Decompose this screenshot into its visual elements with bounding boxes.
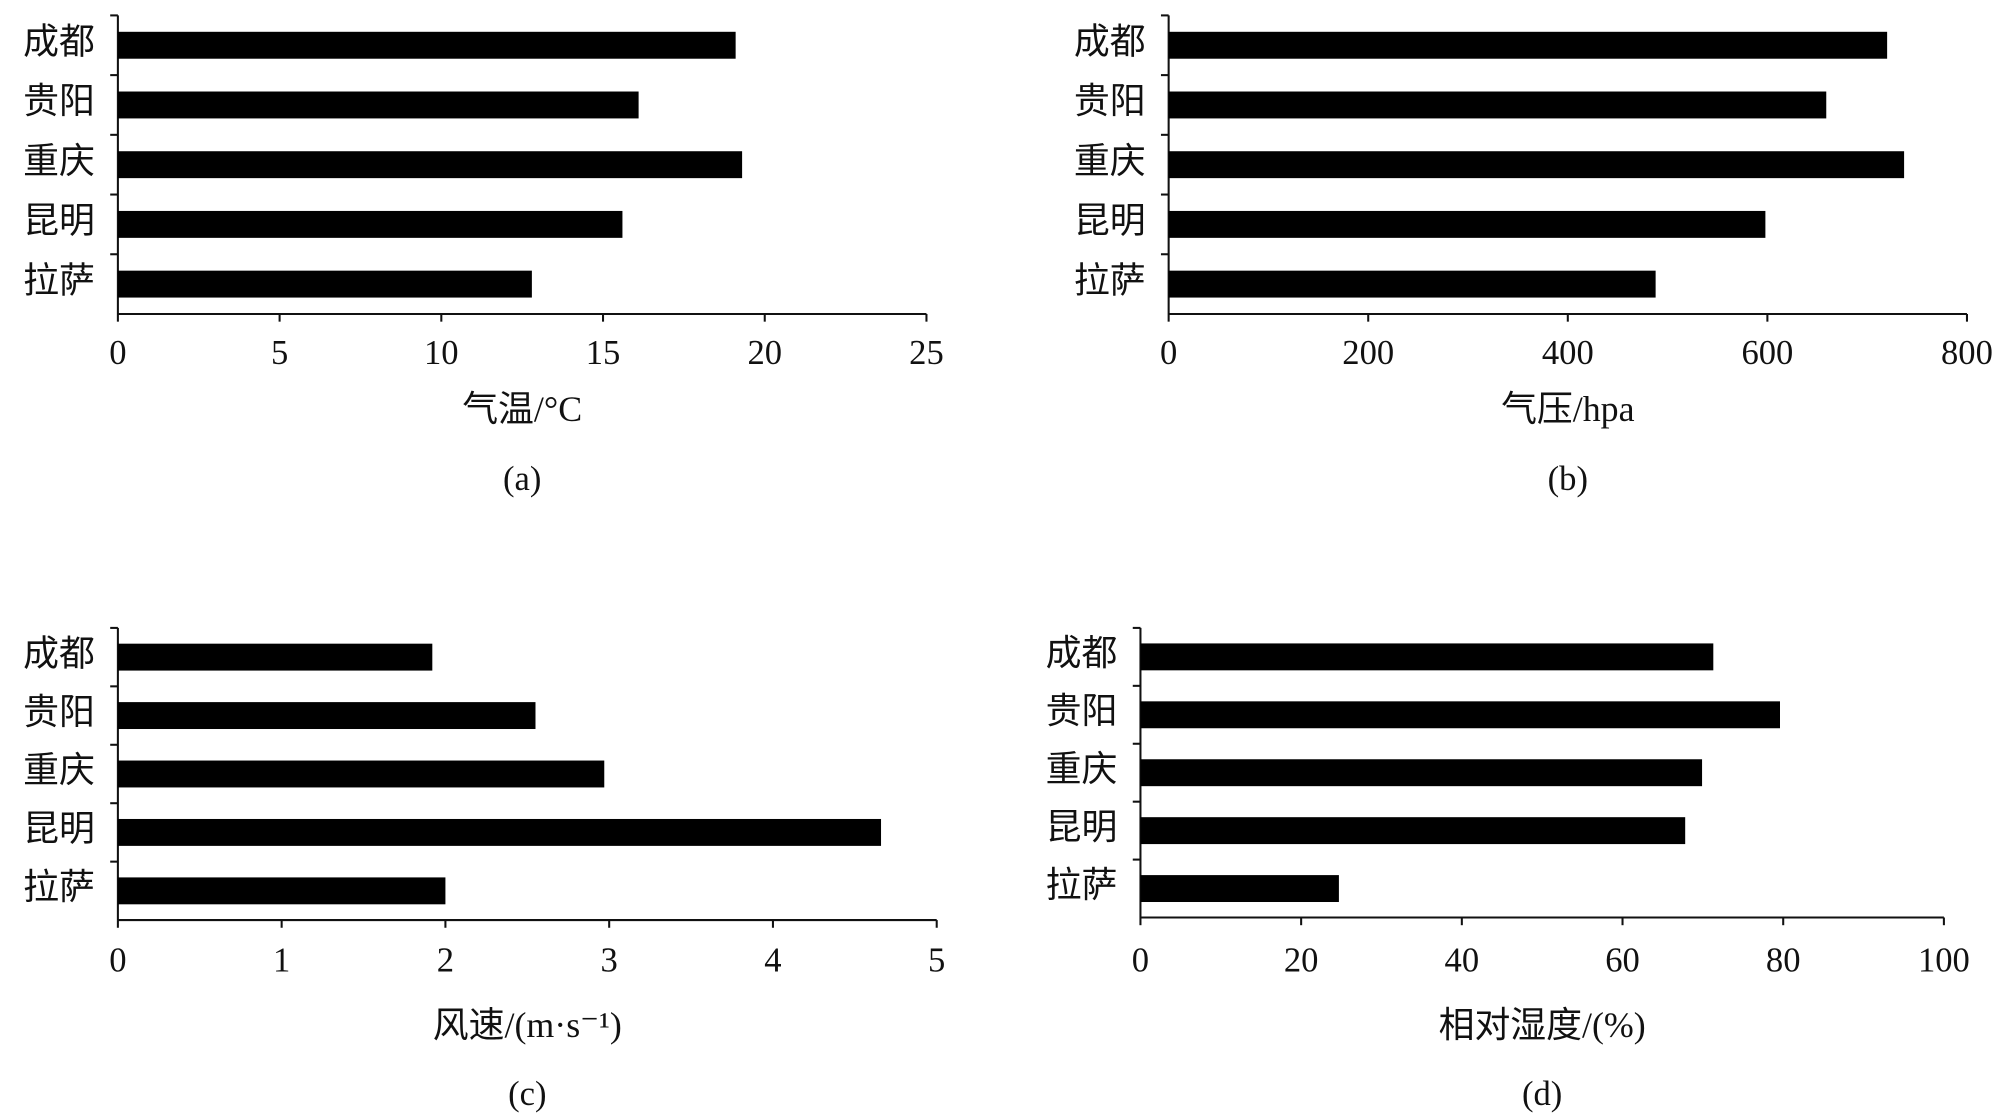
category-label: 昆明 [23,809,95,849]
x-axis-label: 相对湿度/(%) [1439,1005,1646,1045]
caption: (a) [503,460,541,498]
bar [117,818,882,846]
bar [1168,210,1766,238]
bar [1168,151,1905,179]
bar [117,643,433,671]
caption: (b) [1548,460,1588,498]
x-tick-label: 4 [764,942,781,980]
x-tick-label: 15 [586,334,621,372]
x-axis-label: 气温/°C [462,389,582,429]
x-tick-label: 3 [601,942,618,980]
x-tick-label: 200 [1342,334,1394,372]
x-tick-label: 20 [747,334,782,372]
x-tick-label: 2 [437,942,454,980]
bar [1140,701,1780,729]
x-tick-label: 80 [1766,942,1801,980]
x-tick-label: 0 [1160,334,1177,372]
category-label: 贵阳 [1046,691,1118,731]
bar [117,91,639,119]
bar [117,151,743,179]
x-tick-label: 0 [1132,942,1149,980]
bar [1168,270,1656,298]
caption: (d) [1522,1075,1562,1113]
category-label: 拉萨 [23,260,95,300]
x-tick-label: 600 [1741,334,1793,372]
x-axis-label: 风速/(m·s⁻¹) [433,1005,622,1045]
category-label: 成都 [23,633,95,673]
category-label: 成都 [23,21,95,61]
bar [117,702,536,730]
x-tick-label: 60 [1605,942,1640,980]
x-tick-label: 400 [1542,334,1594,372]
x-tick-label: 800 [1941,334,1993,372]
bar [117,270,532,298]
bar [117,877,446,905]
category-label: 贵阳 [23,692,95,732]
category-label: 昆明 [1046,807,1118,847]
bar [1140,759,1703,787]
caption: (c) [508,1075,546,1113]
category-label: 昆明 [1074,201,1146,241]
category-label: 贵阳 [23,81,95,121]
bar [117,210,623,238]
bar [1140,643,1714,671]
bar [1140,817,1686,845]
category-label: 重庆 [23,141,95,181]
category-label: 成都 [1074,21,1146,61]
x-tick-label: 1 [273,942,290,980]
bar [1168,31,1888,59]
category-label: 拉萨 [1074,260,1146,300]
x-tick-label: 40 [1445,942,1480,980]
x-tick-label: 0 [109,334,126,372]
category-label: 拉萨 [1046,865,1118,905]
bar [117,31,736,59]
category-label: 拉萨 [23,867,95,907]
x-tick-label: 5 [928,942,945,980]
category-label: 重庆 [23,750,95,790]
x-tick-label: 100 [1918,942,1970,980]
bar [1140,875,1339,903]
bar [117,760,605,788]
category-label: 重庆 [1046,749,1118,789]
x-tick-label: 25 [909,334,944,372]
x-tick-label: 5 [271,334,288,372]
bar [1168,91,1827,119]
x-axis-label: 气压/hpa [1501,389,1635,429]
category-label: 昆明 [23,201,95,241]
x-tick-label: 10 [424,334,459,372]
category-label: 贵阳 [1074,81,1146,121]
category-label: 重庆 [1074,141,1146,181]
category-label: 成都 [1046,633,1118,673]
x-tick-label: 20 [1284,942,1319,980]
x-tick-label: 0 [109,942,126,980]
